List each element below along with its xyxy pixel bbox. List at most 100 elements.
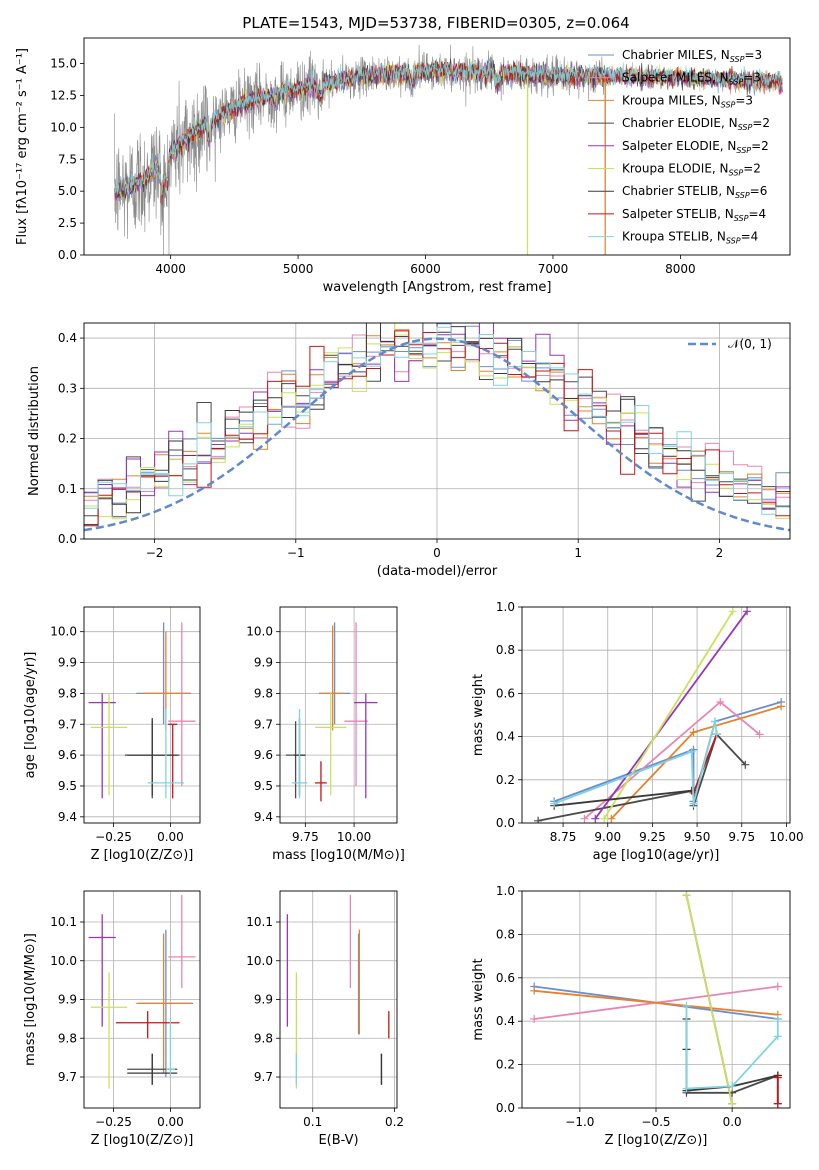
- panel-weight_vs_age: 8.75 9.00 9.25 9.50 9.75 10.00 0.0 0.2 0.4 0.6 0.8…: [471, 600, 804, 863]
- y-tick-label: 0.0: [58, 248, 77, 262]
- x-tick-label: 1: [574, 546, 582, 560]
- weight-marker-salpeter_miles: [530, 1015, 539, 1023]
- legend-item: Salpeter STELIB, NSSP=4: [622, 207, 766, 223]
- axes-frame: [83, 37, 791, 256]
- y-tick-label: 0.2: [496, 773, 515, 787]
- axes-frame: [521, 890, 791, 1109]
- weight-marker-kroupa_stelib: [682, 1002, 691, 1010]
- legend-gaussian-label: 𝒩(0, 1): [728, 337, 772, 351]
- y-tick-label: 10.1: [50, 915, 77, 929]
- y-tick-label: 9.6: [254, 748, 273, 762]
- x-tick-label: −0.25: [95, 830, 132, 844]
- weight-marker-kroupa_stelib: [773, 1015, 782, 1023]
- weight-marker-salpeter_miles: [755, 730, 764, 739]
- weight-marker-kroupa_elodie: [728, 607, 737, 616]
- y-tick-label: 9.8: [58, 686, 77, 700]
- weight-marker-salpeter_miles: [716, 698, 725, 706]
- y-axis-label: Flux [fλ10⁻¹⁷ erg cm⁻² s⁻¹ A⁻¹]: [15, 48, 30, 245]
- y-axis-label: mass [log10(M/M⊙)]: [23, 933, 38, 1066]
- histogram-kroupa_elodie: [84, 323, 790, 520]
- y-tick-label: 10.0: [246, 954, 273, 968]
- plot-area-age_vs_mass: [285, 622, 378, 802]
- weight-marker-kroupa_elodie: [682, 891, 691, 900]
- figure-title: PLATE=1543, MJD=53738, FIBERID=0305, z=0…: [242, 14, 629, 32]
- x-tick-label: 6000: [410, 262, 441, 276]
- weight-marker-kroupa_stelib: [550, 799, 559, 808]
- x-tick-label: −0.25: [95, 1115, 132, 1129]
- weight-marker-kroupa_miles: [689, 728, 698, 737]
- y-tick-label: 9.5: [254, 779, 273, 793]
- panel-mass_vs_ebv: 0.1 0.2 9.7 9.8 9.9 10.0 10.1 E(B-V): [246, 890, 404, 1148]
- weight-marker-kroupa_miles: [777, 702, 786, 711]
- histogram-kroupa_stelib: [84, 326, 790, 515]
- weight-line-salpeter_miles: [583, 700, 761, 820]
- weight-line-chabrier_elodie: [537, 732, 746, 822]
- weight-marker-chabrier_elodie: [741, 760, 750, 769]
- y-tick-label: 9.5: [58, 779, 77, 793]
- y-tick-label: 12.5: [50, 88, 77, 102]
- y-axis-label: mass weight: [471, 674, 486, 756]
- legend-item: Kroupa MILES, NSSP=3: [622, 93, 753, 109]
- legend-item: Kroupa ELODIE, NSSP=2: [622, 162, 761, 178]
- x-axis-label: Z [log10(Z/Z⊙)]: [605, 1133, 708, 1148]
- x-axis-label: Z [log10(Z/Z⊙)]: [91, 1133, 194, 1148]
- x-tick-label: 0.1: [303, 1115, 322, 1129]
- panel-residuals: −2 −1 0 1 2 0.0 0.1 0.2 0.3 0.4 (data-model)/error…: [27, 322, 791, 579]
- y-tick-label: 9.8: [254, 686, 273, 700]
- weight-marker-kroupa_stelib: [682, 1084, 691, 1093]
- weight-marker-salpeter_elodie: [743, 607, 752, 616]
- x-axis-label: wavelength [Angstrom, rest frame]: [323, 280, 552, 295]
- y-tick-label: 0.6: [496, 686, 515, 700]
- legend-item: Chabrier MILES, NSSP=3: [622, 48, 762, 64]
- plot-area-mass_vs_ebv: [286, 894, 390, 1089]
- weight-marker-kroupa_stelib: [689, 799, 698, 808]
- axes-frame: [83, 606, 201, 824]
- y-tick-label: 9.7: [254, 717, 273, 731]
- x-axis-label: mass [log10(M/M⊙)]: [272, 848, 405, 863]
- x-axis-label: E(B-V): [318, 1133, 358, 1148]
- y-tick-label: 9.7: [58, 717, 77, 731]
- axes-frame: [83, 890, 201, 1109]
- panel-spectrum: 4000 5000 6000 7000 8000 0.0 2.5 5.0 7.5 10.0 12.5…: [15, 37, 791, 295]
- plot-area-residuals: [84, 323, 790, 532]
- x-tick-label: 0: [433, 546, 441, 560]
- weight-line-kroupa_elodie: [685, 895, 733, 1104]
- gaussian-curve: [84, 337, 790, 532]
- x-tick-label: 0.0: [723, 1115, 742, 1129]
- x-tick-label: 0.2: [385, 1115, 404, 1129]
- weight-line-kroupa_elodie: [603, 610, 734, 820]
- weight-line-salpeter_elodie: [594, 610, 748, 820]
- weight-line-kroupa_miles: [534, 989, 778, 1016]
- plot-area-weight_vs_Z: [530, 891, 782, 1108]
- legend: Chabrier MILES, NSSP=3 Salpeter MILES, NS…: [588, 48, 770, 246]
- weight-marker-kroupa_miles: [607, 814, 616, 823]
- x-tick-label: −1.0: [565, 1115, 594, 1129]
- x-tick-label: −1: [287, 546, 305, 560]
- axes-layer: 4000 5000 6000 7000 80000.02.55.07.510.012.5…: [15, 37, 804, 1148]
- y-tick-label: 0.6: [496, 971, 515, 985]
- x-axis-label: Z [log10(Z/Z⊙)]: [91, 848, 194, 863]
- y-axis-label: Normed distribution: [27, 366, 42, 496]
- y-tick-label: 0.2: [496, 1058, 515, 1072]
- x-tick-label: 9.50: [684, 830, 711, 844]
- y-tick-label: 2.5: [58, 216, 77, 230]
- weight-marker-kroupa_stelib: [712, 730, 721, 739]
- weight-marker-kroupa_elodie: [728, 1099, 737, 1108]
- panel-weight_vs_Z: −1.0 −0.5 0.0 0.0 0.2 0.4 0.6 0.8 1.0 Z [log10(Z/…: [471, 884, 791, 1148]
- weight-line-chabrier_stelib: [554, 789, 692, 807]
- y-tick-label: 9.7: [254, 1070, 273, 1084]
- x-axis-label: (data-model)/error: [377, 564, 498, 579]
- y-tick-label: 0.0: [496, 1101, 515, 1115]
- y-tick-label: 5.0: [58, 184, 77, 198]
- x-tick-label: 8.75: [550, 830, 577, 844]
- y-tick-label: 0.0: [58, 532, 77, 546]
- weight-marker-salpeter_stelib: [773, 1099, 782, 1108]
- x-tick-label: 4000: [155, 262, 186, 276]
- y-tick-label: 0.8: [496, 927, 515, 941]
- x-tick-label: 0.00: [157, 1115, 184, 1129]
- y-tick-label: 10.1: [246, 915, 273, 929]
- y-tick-label: 1.0: [496, 600, 515, 614]
- weight-marker-salpeter_stelib: [773, 1073, 782, 1082]
- plot-area-weight_vs_age: [534, 607, 786, 823]
